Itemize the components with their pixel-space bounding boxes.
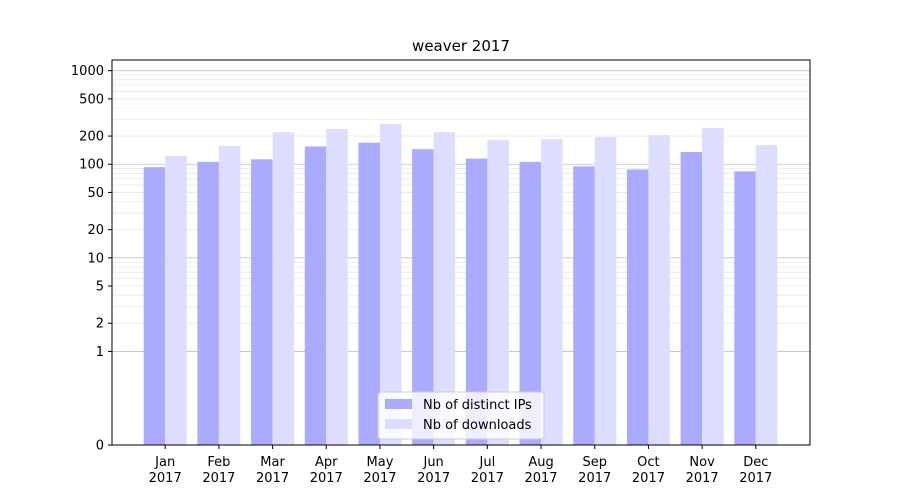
bar-distinct-ips — [304, 146, 327, 446]
y-tick-label: 1000 — [71, 64, 104, 79]
x-tick-label-year: 2017 — [310, 471, 343, 486]
y-tick-label: 2 — [96, 317, 104, 332]
bar-distinct-ips — [734, 171, 756, 445]
y-tick-label: 1 — [96, 345, 104, 360]
x-tick-label-month: Nov — [689, 455, 715, 470]
y-tick-label: 50 — [87, 186, 104, 201]
x-tick-label-year: 2017 — [256, 471, 289, 486]
y-tick-label: 100 — [79, 158, 104, 173]
x-tick-label-month: Jun — [422, 455, 443, 470]
legend: Nb of distinct IPs Nb of downloads — [377, 391, 545, 440]
x-tick-label-year: 2017 — [739, 471, 772, 486]
bar-distinct-ips — [412, 149, 434, 445]
x-tick-label-year: 2017 — [202, 471, 235, 486]
bar-downloads — [433, 132, 456, 445]
bars — [143, 123, 778, 446]
x-tick-label-month: Jul — [479, 455, 496, 470]
x-tick-label-month: Feb — [207, 455, 230, 470]
y-axis: 0 1 2 5 10 20 50 100 200 500 1000 — [71, 64, 112, 454]
bar-downloads — [702, 127, 724, 445]
bar-distinct-ips — [251, 159, 273, 446]
x-tick-label-year: 2017 — [363, 471, 396, 486]
x-tick-label-month: Dec — [743, 455, 768, 470]
x-tick-label-year: 2017 — [578, 471, 611, 486]
legend-box — [377, 391, 545, 440]
x-tick-label-month: Aug — [528, 455, 553, 470]
bar-downloads — [487, 139, 509, 445]
bar-distinct-ips — [465, 158, 488, 445]
bar-distinct-ips — [573, 166, 595, 445]
y-tick-label: 500 — [79, 92, 104, 107]
bar-downloads — [326, 129, 348, 445]
bar-downloads — [755, 145, 778, 445]
legend-label: Nb of distinct IPs — [423, 398, 532, 413]
x-axis: Jan2017Feb2017Mar2017Apr2017May2017Jun20… — [149, 445, 772, 486]
x-tick-label-year: 2017 — [632, 471, 665, 486]
bar-downloads — [648, 135, 670, 445]
x-tick-label-month: Jan — [154, 455, 175, 470]
y-tick-label: 5 — [96, 280, 104, 295]
bar-distinct-ips — [143, 167, 166, 446]
bar-downloads — [218, 145, 241, 445]
bar-distinct-ips — [626, 169, 649, 446]
x-tick-label-year: 2017 — [524, 471, 557, 486]
legend-swatch — [385, 419, 412, 429]
x-tick-label-month: Sep — [582, 455, 607, 470]
bar-downloads — [594, 137, 617, 445]
y-tick-label: 20 — [87, 223, 104, 238]
legend-swatch — [385, 399, 412, 409]
bar-distinct-ips — [519, 161, 542, 445]
y-tick-label: 200 — [79, 130, 104, 145]
x-tick-label-year: 2017 — [471, 471, 504, 486]
y-tick-label: 0 — [96, 439, 104, 454]
chart-title: weaver 2017 — [412, 37, 510, 55]
x-tick-label-month: Apr — [315, 455, 338, 470]
x-tick-label-year: 2017 — [686, 471, 719, 486]
bar-distinct-ips — [197, 161, 219, 445]
x-tick-label-month: Oct — [637, 455, 659, 470]
x-tick-label-month: May — [367, 455, 394, 470]
bar-distinct-ips — [358, 142, 380, 445]
bar-downloads — [379, 123, 402, 445]
bar-downloads — [165, 156, 187, 445]
bar-downloads — [272, 132, 295, 445]
x-tick-label-year: 2017 — [149, 471, 182, 486]
bar-distinct-ips — [680, 152, 703, 445]
x-tick-label-year: 2017 — [417, 471, 450, 486]
bar-downloads — [541, 139, 563, 445]
plot-frame — [111, 59, 811, 446]
x-tick-label-month: Mar — [260, 455, 285, 470]
legend-label: Nb of downloads — [423, 418, 532, 433]
y-tick-label: 10 — [87, 251, 104, 266]
